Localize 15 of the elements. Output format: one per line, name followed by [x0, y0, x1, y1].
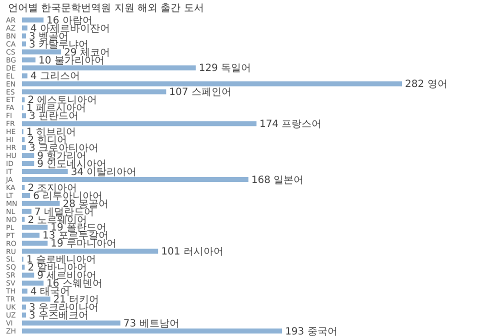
data-label: 193 중국어	[285, 326, 338, 336]
data-label: 282 영어	[405, 79, 448, 90]
title: 언어별 한국문학번역원 지원 해외 출간 도서	[8, 3, 204, 14]
data-label: 10 불가리아어	[38, 55, 104, 66]
data-label: 3 핀란드어	[29, 111, 79, 122]
data-label: 101 러시아어	[161, 246, 224, 258]
data-label: 3 우즈베크어	[29, 310, 89, 322]
data-label: 107 스페인어	[169, 87, 232, 98]
data-label: 73 베트남어	[123, 318, 180, 330]
data-label: 168 일본어	[251, 174, 304, 186]
data-label: 174 프랑스어	[259, 119, 322, 130]
data-label: 9 인도네시아어	[37, 158, 107, 170]
data-label: 129 독일어	[198, 63, 252, 74]
data-label: 4 그리스어	[30, 71, 80, 82]
data-label: 2 노르웨이어	[28, 214, 88, 226]
